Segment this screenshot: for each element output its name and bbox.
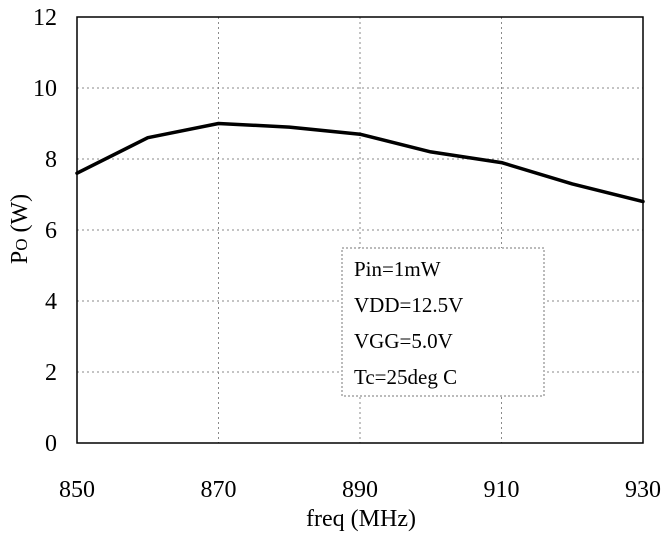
y-tick-label: 10	[33, 76, 57, 102]
grid-lines	[77, 17, 643, 443]
y-tick-label: 12	[33, 5, 57, 31]
annotation-line: VGG=5.0V	[354, 329, 453, 353]
y-tick-label: 0	[45, 431, 57, 457]
series-line	[75, 121, 645, 204]
y-tick-label: 8	[45, 147, 57, 173]
x-tick-label: 910	[484, 477, 520, 503]
x-axis-title: freq (MHz)	[306, 506, 416, 532]
y-tick-label: 6	[45, 218, 57, 244]
y-tick-label: 4	[45, 289, 57, 315]
x-tick-label: 890	[342, 477, 378, 503]
y-axis-title-subscript: O	[12, 239, 31, 251]
y-axis-title-unit: (W)	[7, 194, 33, 239]
plot-frame	[76, 16, 644, 444]
annotation-line: VDD=12.5V	[354, 293, 463, 317]
plot-area	[75, 121, 645, 204]
annotation-frame	[341, 247, 545, 397]
x-tick-label: 870	[201, 477, 237, 503]
y-axis-title-main: P	[7, 251, 33, 264]
y-tick-label: 2	[45, 360, 57, 386]
axes: 0 2 4 6 8 10 12 850 870 890 910 930	[33, 5, 661, 503]
annotation-line: Tc=25deg C	[354, 365, 457, 389]
x-tick-label: 850	[59, 477, 95, 503]
annotation-line: Pin=1mW	[354, 257, 441, 281]
y-axis-title: PO (W)	[7, 194, 33, 264]
annotation-box: Pin=1mW VDD=12.5V VGG=5.0V Tc=25deg C	[341, 247, 545, 397]
x-tick-label: 930	[625, 477, 661, 503]
